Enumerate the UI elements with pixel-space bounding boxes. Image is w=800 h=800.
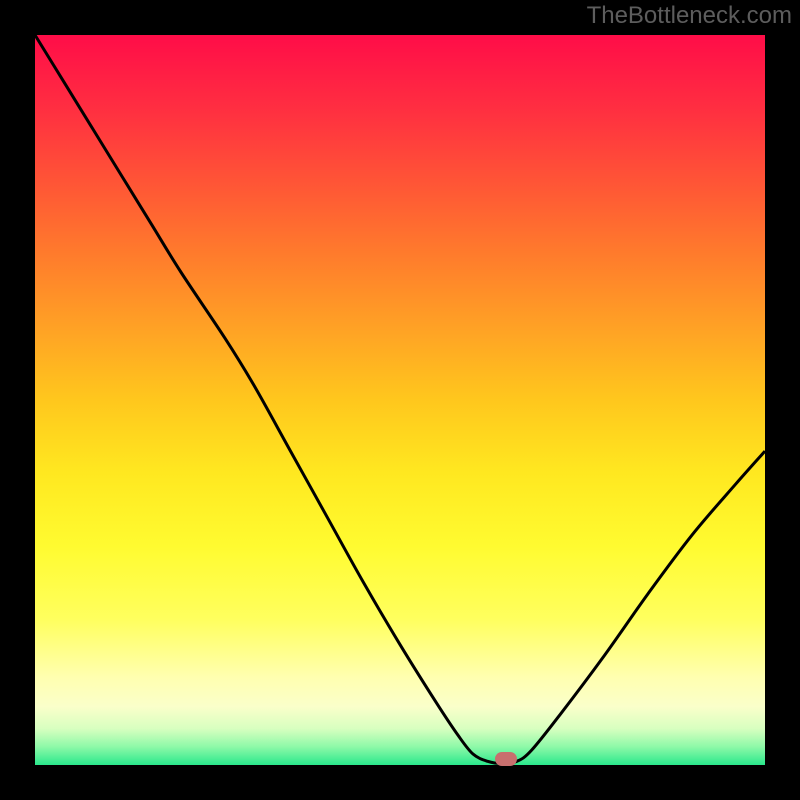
plot-area	[35, 35, 765, 765]
curve-path	[35, 35, 765, 764]
bottleneck-curve	[35, 35, 765, 765]
minimum-point-marker	[495, 752, 517, 766]
chart-stage: TheBottleneck.com	[0, 0, 800, 800]
watermark-text: TheBottleneck.com	[587, 2, 792, 30]
